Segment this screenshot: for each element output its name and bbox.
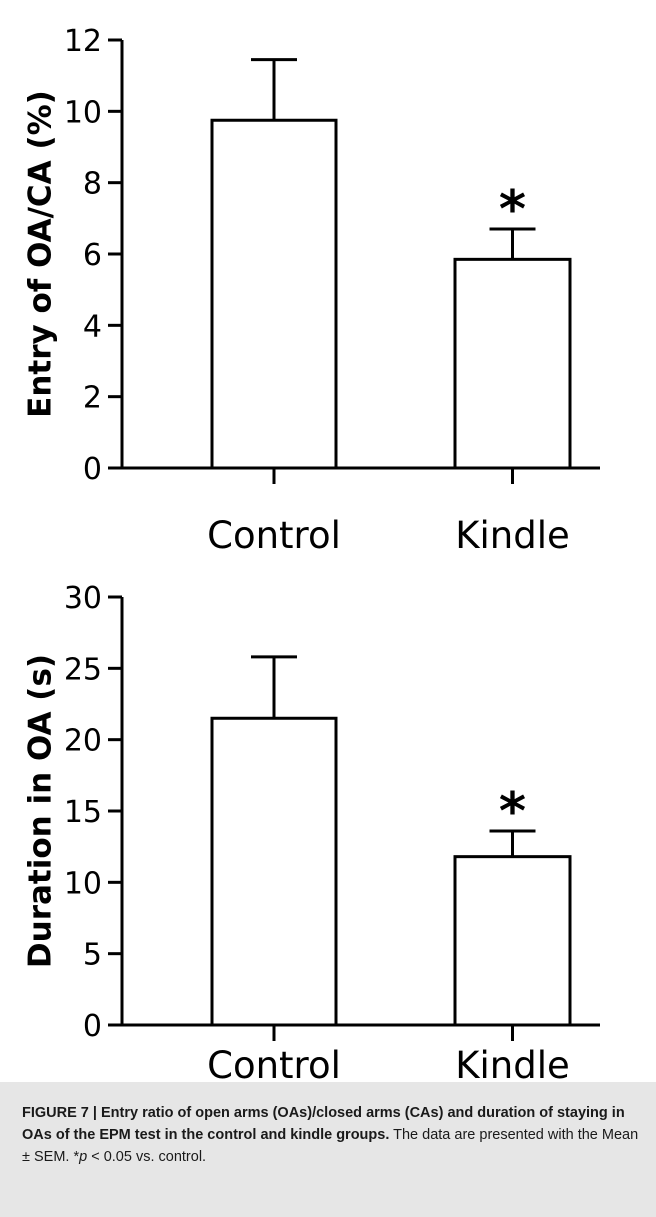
significance-marker: * bbox=[499, 180, 526, 240]
x-tick-label: Control bbox=[207, 1044, 341, 1080]
y-tick-label: 10 bbox=[64, 866, 102, 901]
x-tick-label: Control bbox=[207, 514, 341, 557]
y-tick-label: 10 bbox=[64, 95, 102, 130]
bar bbox=[210, 118, 338, 470]
caption-p-symbol: p bbox=[79, 1149, 88, 1165]
significance-marker: * bbox=[499, 782, 526, 842]
y-tick-label: 0 bbox=[83, 452, 102, 487]
figure-caption: FIGURE 7 | Entry ratio of open arms (OAs… bbox=[0, 1082, 656, 1217]
y-tick-label: 8 bbox=[83, 167, 102, 202]
caption-title: FIGURE 7 | Entry ratio of open arms (OAs… bbox=[22, 1105, 625, 1143]
y-tick-label: 4 bbox=[83, 309, 102, 344]
y-tick-label: 20 bbox=[64, 724, 102, 759]
y-tick-label: 12 bbox=[64, 24, 102, 59]
x-tick-label: Kindle bbox=[455, 514, 570, 557]
bar bbox=[453, 855, 572, 1027]
y-tick-label: 25 bbox=[64, 652, 102, 687]
bar bbox=[453, 257, 572, 470]
bar bbox=[210, 716, 338, 1027]
y-tick-label: 5 bbox=[83, 938, 102, 973]
y-tick-label: 2 bbox=[83, 381, 102, 416]
caption-text: The data are presented with the Mean ± S… bbox=[22, 1127, 639, 1165]
x-tick-label: Kindle bbox=[455, 1044, 570, 1080]
y-tick-label: 0 bbox=[83, 1009, 102, 1044]
y-tick-label: 30 bbox=[64, 581, 102, 616]
y-axis-label: Entry of OA/CA (%) bbox=[23, 90, 59, 418]
chart-panel-2: 0 5 10 15 20 25 30 Duration in OA (s) Control Kin… bbox=[23, 581, 600, 1080]
y-tick-label: 6 bbox=[83, 238, 102, 273]
y-axis-label: Duration in OA (s) bbox=[23, 654, 59, 968]
caption-text-end: < 0.05 vs. control. bbox=[87, 1149, 207, 1165]
y-tick-label: 15 bbox=[64, 795, 102, 830]
